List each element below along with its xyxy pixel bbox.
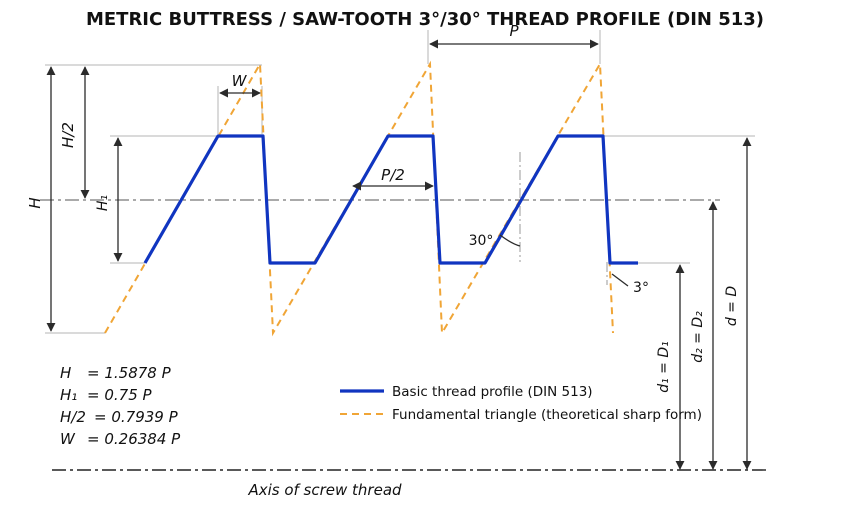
fundamental-triangle [104, 60, 614, 337]
formula-H1-lhs: H₁ [60, 386, 77, 404]
formula-block: H = 1.5878 P H₁ = 0.75 P H/2 = 0.7939 P … [60, 364, 181, 448]
legend-label-triangle: Fundamental triangle (theoretical sharp … [392, 407, 702, 423]
label-H: H [26, 197, 44, 208]
formula-H-lhs: H [60, 364, 71, 382]
basic-thread-profile [143, 134, 638, 265]
label-d2: d₂ = D₂ [690, 311, 706, 363]
label-H-half: H/2 [59, 122, 77, 148]
label-half-pitch: P/2 [381, 166, 405, 184]
formula-W-rhs: = 0.26384 P [87, 430, 181, 448]
label-angle-30: 30° [469, 233, 494, 249]
label-angle-3: 3° [633, 280, 649, 296]
formula-H-rhs: = 1.5878 P [87, 364, 172, 382]
angle-3-leader [611, 273, 629, 287]
formula-H-half-rhs: = 0.7939 P [94, 408, 179, 426]
formula-H1-rhs: = 0.75 P [87, 386, 153, 404]
label-width: W [232, 72, 248, 90]
formula-H-half-lhs: H/2 [60, 408, 86, 426]
legend-label-profile: Basic thread profile (DIN 513) [392, 384, 593, 400]
formula-W-lhs: W [60, 430, 76, 448]
legend: Basic thread profile (DIN 513) Fundament… [340, 384, 702, 423]
angle-30-arc [499, 234, 521, 247]
label-d1: d₁ = D₁ [656, 341, 672, 393]
label-d: d = D [724, 286, 740, 327]
label-H1: H₁ [95, 195, 111, 211]
label-pitch: P [509, 22, 519, 40]
label-axis: Axis of screw thread [247, 481, 402, 499]
diagram-title: METRIC BUTTRESS / SAW-TOOTH 3°/30° THREA… [86, 9, 764, 30]
